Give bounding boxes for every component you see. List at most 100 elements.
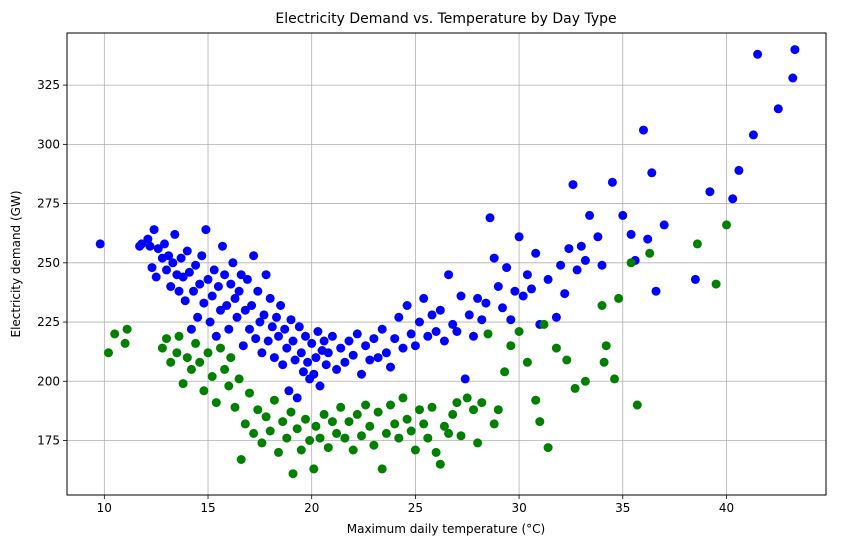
scatter-point-series-2 (614, 293, 624, 303)
scatter-point-series-1 (166, 282, 176, 291)
scatter-point-series-1 (564, 244, 574, 254)
scatter-point-series-1 (365, 355, 375, 365)
scatter-point-series-2 (220, 364, 230, 374)
scatter-point-series-1 (340, 357, 350, 367)
scatter-point-series-2 (240, 419, 250, 429)
scatter-point-series-1 (469, 331, 478, 341)
scatter-point-series-1 (232, 312, 242, 322)
plot-frame (66, 32, 827, 496)
scatter-point-series-2 (340, 433, 350, 443)
scatter-point-series-1 (143, 234, 153, 244)
scatter-point-series-2 (562, 355, 572, 365)
scatter-point-series-1 (527, 284, 536, 294)
scatter-point-series-2 (344, 417, 354, 427)
x-tick-label: 30 (511, 501, 526, 515)
scatter-point-series-2 (191, 338, 201, 348)
scatter-point-series-2 (120, 338, 130, 348)
scatter-point-series-2 (282, 433, 292, 443)
scatter-point-series-2 (551, 343, 561, 353)
scatter-point-series-1 (303, 357, 313, 367)
scatter-point-series-1 (278, 360, 288, 370)
scatter-point-series-2 (278, 417, 288, 427)
scatter-point-series-1 (568, 180, 578, 190)
scatter-point-series-2 (172, 348, 182, 358)
scatter-point-series-1 (174, 286, 184, 296)
scatter-point-series-1 (690, 274, 700, 284)
scatter-point-series-1 (377, 324, 387, 334)
scatter-point-series-2 (257, 438, 267, 448)
scatter-point-series-2 (249, 428, 259, 438)
scatter-point-series-1 (522, 270, 532, 280)
scatter-point-series-1 (296, 348, 306, 358)
scatter-point-series-1 (234, 286, 244, 296)
scatter-point-series-1 (402, 301, 412, 310)
scatter-point-series-1 (284, 386, 294, 396)
scatter-point-series-1 (137, 239, 147, 249)
scatter-point-series-1 (357, 369, 366, 379)
scatter-point-series-1 (261, 270, 271, 280)
scatter-point-series-1 (580, 255, 590, 265)
scatter-point-series-2 (305, 436, 315, 445)
scatter-point-series-2 (377, 464, 387, 474)
scatter-point-series-1 (464, 310, 474, 320)
scatter-point-series-2 (365, 421, 375, 431)
scatter-point-series-1 (415, 317, 424, 327)
scatter-point-series-2 (315, 433, 325, 443)
scatter-point-series-2 (234, 374, 244, 384)
scatter-point-series-1 (753, 49, 763, 59)
scatter-point-series-1 (195, 279, 205, 289)
scatter-point-series-2 (261, 412, 271, 422)
scatter-point-series-2 (431, 447, 441, 457)
scatter-point-series-2 (182, 353, 192, 363)
y-tick-label: 325 (37, 78, 60, 92)
scatter-point-series-1 (493, 282, 503, 291)
scatter-point-series-1 (145, 241, 155, 251)
scatter-point-series-1 (255, 317, 265, 327)
scatter-point-series-2 (230, 402, 240, 412)
chart-title: Electricity Demand vs. Temperature by Da… (275, 11, 616, 27)
scatter-point-series-1 (514, 232, 524, 242)
scatter-point-series-1 (170, 229, 180, 239)
scatter-point-series-2 (522, 357, 532, 367)
scatter-point-series-1 (269, 353, 279, 363)
scatter-point-series-1 (315, 381, 325, 391)
scatter-point-series-1 (288, 336, 298, 346)
scatter-point-series-2 (301, 414, 310, 424)
scatter-point-series-1 (147, 263, 157, 273)
scatter-point-series-1 (292, 393, 302, 403)
scatter-point-series-1 (734, 165, 744, 175)
grid (67, 33, 826, 495)
scatter-point-series-2 (178, 379, 188, 389)
scatter-point-series-1 (249, 251, 259, 261)
axis-ticks: 10 15 20 25 30 35 40 175 200 225 250 275 300 325 (37, 78, 734, 515)
scatter-point-series-1 (298, 367, 308, 377)
x-tick-label: 20 (304, 501, 319, 515)
scatter-point-series-1 (176, 253, 186, 263)
scatter-point-series-1 (307, 338, 317, 348)
scatter-point-series-1 (263, 336, 273, 346)
scatter-point-series-1 (168, 258, 178, 268)
scatter-point-series-2 (296, 445, 306, 455)
scatter-point-series-2 (394, 433, 404, 443)
scatter-point-series-1 (448, 319, 458, 329)
scatter-point-series-2 (632, 400, 642, 410)
y-tick-label: 300 (37, 137, 60, 151)
scatter-point-series-2 (531, 395, 541, 405)
scatter-point-series-1 (498, 303, 507, 313)
scatter-point-series-1 (659, 220, 669, 230)
scatter-point-series-1 (245, 324, 254, 334)
scatter-point-series-1 (348, 350, 358, 360)
scatter-point-series-1 (327, 331, 337, 341)
scatter-point-series-1 (576, 241, 586, 251)
scatter-point-series-2 (323, 443, 333, 453)
scatter-point-series-1 (207, 291, 217, 301)
scatter-point-series-1 (502, 263, 512, 273)
y-tick-label: 200 (37, 374, 60, 388)
scatter-point-series-2 (211, 398, 221, 408)
scatter-point-series-1 (398, 343, 408, 353)
scatter-point-series-1 (180, 296, 190, 306)
scatter-point-series-1 (211, 331, 221, 341)
scatter-point-series-1 (460, 374, 470, 384)
scatter-point-series-1 (228, 258, 238, 268)
